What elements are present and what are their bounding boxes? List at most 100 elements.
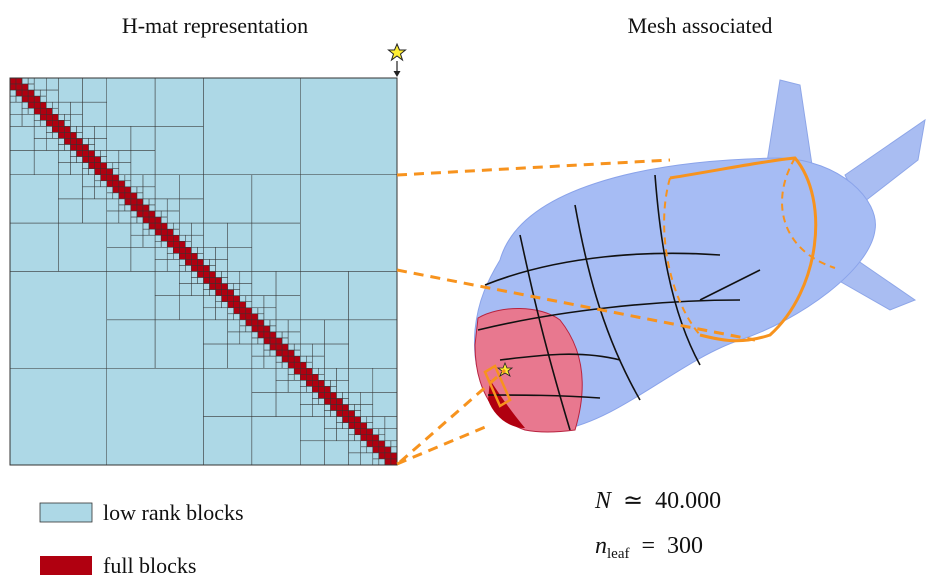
low-rank-block: [118, 210, 132, 224]
low-rank-block: [245, 301, 253, 309]
low-rank-block: [366, 446, 374, 454]
low-rank-block: [342, 422, 349, 429]
full-block: [354, 422, 361, 429]
low-rank-block: [70, 114, 83, 127]
low-rank-block: [227, 271, 241, 284]
low-rank-block: [263, 355, 277, 369]
full-block: [166, 228, 174, 236]
low-rank-block: [354, 434, 361, 442]
star-arrowhead: [393, 71, 401, 77]
full-block: [112, 186, 120, 194]
low-rank-block: [209, 289, 216, 296]
full-block: [360, 428, 368, 436]
full-block: [390, 458, 398, 466]
full-block: [372, 434, 380, 442]
low-rank-block: [251, 355, 265, 369]
full-block: [227, 295, 234, 302]
low-rank-block: [58, 101, 71, 115]
full-block: [191, 265, 198, 272]
low-rank-block: [300, 380, 307, 387]
low-rank-block: [263, 307, 277, 321]
low-rank-block: [76, 132, 83, 139]
full-block: [27, 101, 35, 109]
full-block: [336, 404, 343, 411]
low-rank-block: [348, 368, 374, 393]
full-block: [263, 337, 271, 345]
low-rank-block: [82, 198, 107, 224]
low-rank-block: [318, 398, 325, 405]
low-rank-block: [263, 319, 271, 327]
full-block: [76, 150, 83, 157]
low-rank-block: [130, 247, 156, 272]
low-rank-block: [306, 386, 313, 393]
low-rank-block: [227, 247, 253, 272]
low-rank-block: [106, 368, 204, 466]
low-rank-block: [287, 343, 295, 351]
low-rank-block: [21, 101, 29, 109]
full-block: [366, 428, 374, 436]
low-rank-block: [360, 416, 368, 423]
full-block: [348, 410, 355, 417]
low-rank-block: [372, 416, 386, 429]
low-rank-block: [275, 392, 301, 417]
low-rank-block: [227, 283, 234, 290]
full-block: [354, 428, 361, 436]
full-block: [52, 120, 59, 127]
full-block: [330, 404, 337, 411]
full-block: [342, 410, 349, 417]
full-block: [70, 138, 77, 145]
low-rank-block: [191, 283, 204, 296]
value: 300: [667, 533, 703, 559]
full-block: [348, 422, 355, 429]
full-block: [378, 452, 386, 460]
low-rank-block: [275, 355, 283, 363]
low-rank-block: [336, 380, 349, 393]
low-rank-block: [46, 138, 59, 151]
low-rank-block: [287, 374, 295, 381]
full-block: [33, 107, 41, 115]
low-rank-block: [130, 222, 144, 236]
full-block: [324, 398, 331, 405]
full-block: [336, 398, 343, 405]
low-rank-block: [21, 107, 29, 115]
low-rank-block: [154, 259, 168, 272]
full-block: [15, 89, 23, 97]
low-rank-block: [293, 374, 301, 381]
low-rank-block: [76, 126, 83, 133]
low-rank-block: [130, 150, 156, 175]
low-rank-block: [58, 174, 83, 200]
low-rank-block: [27, 83, 35, 91]
low-rank-block: [64, 120, 71, 127]
low-rank-block: [106, 186, 114, 194]
low-rank-block: [58, 138, 65, 145]
low-rank-block: [21, 77, 29, 85]
low-rank-block: [154, 319, 204, 369]
low-rank-block: [227, 343, 253, 369]
full-block: [179, 253, 186, 260]
low-rank-block: [324, 416, 337, 429]
low-rank-block: [287, 319, 301, 333]
low-rank-block: [300, 386, 307, 393]
low-rank-block: [58, 144, 65, 151]
low-rank-block: [166, 259, 180, 272]
low-rank-block: [179, 174, 204, 200]
full-block: [173, 234, 180, 242]
low-rank-block: [142, 198, 150, 206]
low-rank-block: [33, 120, 41, 127]
low-rank-block: [160, 241, 168, 248]
full-block: [58, 126, 65, 133]
full-block: [82, 150, 89, 157]
full-block: [366, 440, 374, 448]
low-rank-block: [203, 247, 216, 260]
low-rank-block: [348, 319, 398, 369]
full-block: [251, 313, 259, 321]
full-block: [275, 337, 283, 345]
low-rank-block: [239, 283, 253, 296]
low-rank-block: [384, 440, 392, 448]
low-rank-block: [203, 416, 253, 466]
low-rank-block: [94, 174, 101, 182]
low-rank-block: [287, 368, 295, 375]
low-rank-block: [173, 253, 180, 260]
low-rank-block: [384, 428, 398, 442]
low-rank-block: [9, 150, 35, 175]
